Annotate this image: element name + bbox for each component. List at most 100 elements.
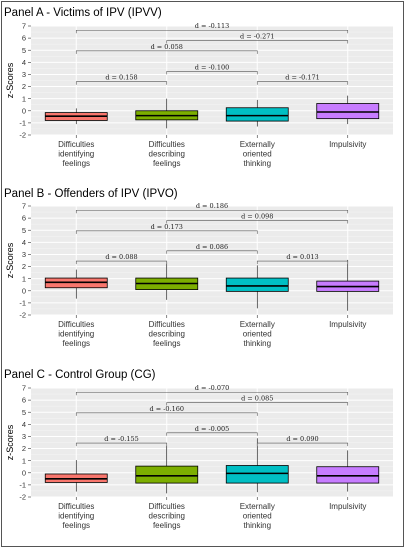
y-tick-label: 5 bbox=[22, 46, 26, 55]
x-category-label-line: feelings bbox=[153, 339, 181, 348]
y-tick-label: 1 bbox=[22, 456, 26, 465]
x-category-label: Externally oriented thinking bbox=[240, 502, 275, 530]
panel-title: Panel B - Offenders of IPV (IPVO) bbox=[4, 188, 178, 200]
y-tick-label: 4 bbox=[22, 420, 26, 429]
box bbox=[135, 465, 199, 484]
box bbox=[316, 466, 380, 484]
effect-size-label: d = -0.100 bbox=[195, 63, 230, 71]
x-category-label-line: describing bbox=[149, 150, 185, 159]
x-category-label-line: feelings bbox=[153, 159, 181, 168]
comparison-bracket bbox=[75, 81, 168, 85]
y-tick-label: 5 bbox=[22, 226, 26, 235]
effect-size-label: d = 0.098 bbox=[241, 213, 273, 221]
x-category-label-line: Externally bbox=[240, 502, 275, 511]
y-tick-label: 1 bbox=[22, 274, 26, 283]
y-tick-label: 2 bbox=[22, 262, 26, 271]
effect-size-label: d = -0.171 bbox=[285, 74, 320, 82]
x-category-label-line: Difficulties bbox=[149, 502, 185, 511]
y-tick-label: 0 bbox=[22, 286, 26, 295]
box bbox=[225, 465, 289, 484]
y-tick-label: -2 bbox=[19, 493, 26, 502]
comparison-bracket bbox=[166, 432, 258, 436]
y-tick-label: 4 bbox=[22, 58, 26, 67]
y-tick-label: 7 bbox=[22, 384, 26, 393]
y-tick-label: 6 bbox=[22, 396, 26, 405]
effect-size-label: d = 0.173 bbox=[151, 223, 183, 231]
box bbox=[225, 277, 289, 292]
x-category-label: Difficulties identifying feelings bbox=[58, 140, 94, 168]
effect-size-label: d = 0.186 bbox=[196, 202, 228, 210]
effect-size-label: d = -0.113 bbox=[195, 22, 230, 30]
effect-size-label: d = 0.085 bbox=[241, 395, 273, 403]
x-category-label-line: Impulsivity bbox=[329, 140, 366, 149]
x-category-label: Difficulties describing feelings bbox=[149, 502, 185, 530]
comparison-bracket bbox=[166, 220, 349, 224]
x-category-label-line: describing bbox=[149, 512, 185, 521]
y-axis-label: z-Scores bbox=[5, 62, 15, 98]
y-tick-label: 7 bbox=[22, 22, 26, 31]
comparison-bracket bbox=[75, 50, 258, 54]
comparison-bracket bbox=[166, 40, 349, 44]
y-tick-label: -2 bbox=[19, 311, 26, 320]
x-category-label-line: Impulsivity bbox=[329, 320, 366, 329]
y-tick-label: -2 bbox=[19, 131, 26, 140]
x-category-label: Difficulties describing feelings bbox=[149, 320, 185, 348]
x-category-label-line: feelings bbox=[62, 521, 90, 530]
x-category-label-line: oriented bbox=[243, 330, 272, 339]
effect-size-label: d = 0.090 bbox=[286, 435, 318, 443]
y-axis-label: z-Scores bbox=[5, 242, 15, 278]
y-tick-label: 3 bbox=[22, 70, 26, 79]
panel-title: Panel C - Control Group (CG) bbox=[4, 369, 156, 381]
x-category-label-line: feelings bbox=[62, 339, 90, 348]
y-tick-label: 6 bbox=[22, 214, 26, 223]
panel-2: Panel B - Offenders of IPV (IPVO) 7 6 5 4 3 2 1… bbox=[4, 188, 393, 348]
comparison-bracket bbox=[256, 442, 349, 447]
effect-size-label: d = -0.070 bbox=[195, 384, 230, 392]
effect-size-label: d = 0.158 bbox=[105, 74, 137, 82]
y-tick-label: 6 bbox=[22, 34, 26, 43]
panel-3: Panel C - Control Group (CG) 7 6 5 4 3 2 1 0 -1 -2… bbox=[4, 369, 393, 530]
effect-size-label: d = 0.013 bbox=[286, 253, 318, 261]
comparison-bracket bbox=[75, 391, 349, 396]
box bbox=[316, 103, 380, 120]
comparison-bracket bbox=[75, 442, 168, 447]
x-category-label: Impulsivity bbox=[329, 502, 366, 511]
comparison-bracket bbox=[256, 81, 349, 85]
effect-size-label: d = -0.155 bbox=[104, 435, 139, 443]
x-category-label-line: identifying bbox=[58, 330, 94, 339]
comparison-bracket bbox=[75, 412, 258, 416]
x-category-label: Impulsivity bbox=[329, 140, 366, 149]
y-tick-label: -1 bbox=[19, 480, 26, 489]
x-category-label-line: Externally bbox=[240, 320, 275, 329]
y-tick-label: 5 bbox=[22, 408, 26, 417]
panel-1: Panel A - Victims of IPV (IPVV) 7 6 5 4 3 2 1 0 -… bbox=[4, 7, 393, 168]
y-tick-label: 7 bbox=[22, 202, 26, 211]
y-axis-label: z-Scores bbox=[5, 424, 15, 460]
comparison-bracket bbox=[166, 250, 258, 254]
x-category-label-line: Difficulties bbox=[58, 502, 94, 511]
box bbox=[225, 107, 289, 122]
x-category-label: Difficulties describing feelings bbox=[149, 140, 185, 168]
comparison-bracket bbox=[166, 71, 258, 75]
x-category-label-line: identifying bbox=[58, 512, 94, 521]
x-category-label-line: Difficulties bbox=[149, 320, 185, 329]
y-tick-label: 4 bbox=[22, 238, 26, 247]
comparison-bracket bbox=[256, 260, 349, 265]
y-tick-label: 2 bbox=[22, 82, 26, 91]
y-tick-label: 0 bbox=[22, 106, 26, 115]
x-category-label-line: feelings bbox=[62, 159, 90, 168]
x-category-label-line: Difficulties bbox=[58, 320, 94, 329]
x-category-label-line: describing bbox=[149, 330, 185, 339]
x-category-label-line: Externally bbox=[240, 140, 275, 149]
x-category-label: Externally oriented thinking bbox=[240, 140, 275, 168]
x-category-label-line: thinking bbox=[243, 339, 271, 348]
x-category-label: Difficulties identifying feelings bbox=[58, 502, 94, 530]
effect-size-label: d = -0.160 bbox=[149, 405, 184, 413]
x-category-label-line: feelings bbox=[153, 521, 181, 530]
y-tick-label: 3 bbox=[22, 432, 26, 441]
x-category-label-line: identifying bbox=[58, 150, 94, 159]
y-tick-label: 0 bbox=[22, 468, 26, 477]
y-tick-label: -1 bbox=[19, 298, 26, 307]
comparison-bracket bbox=[75, 230, 258, 234]
